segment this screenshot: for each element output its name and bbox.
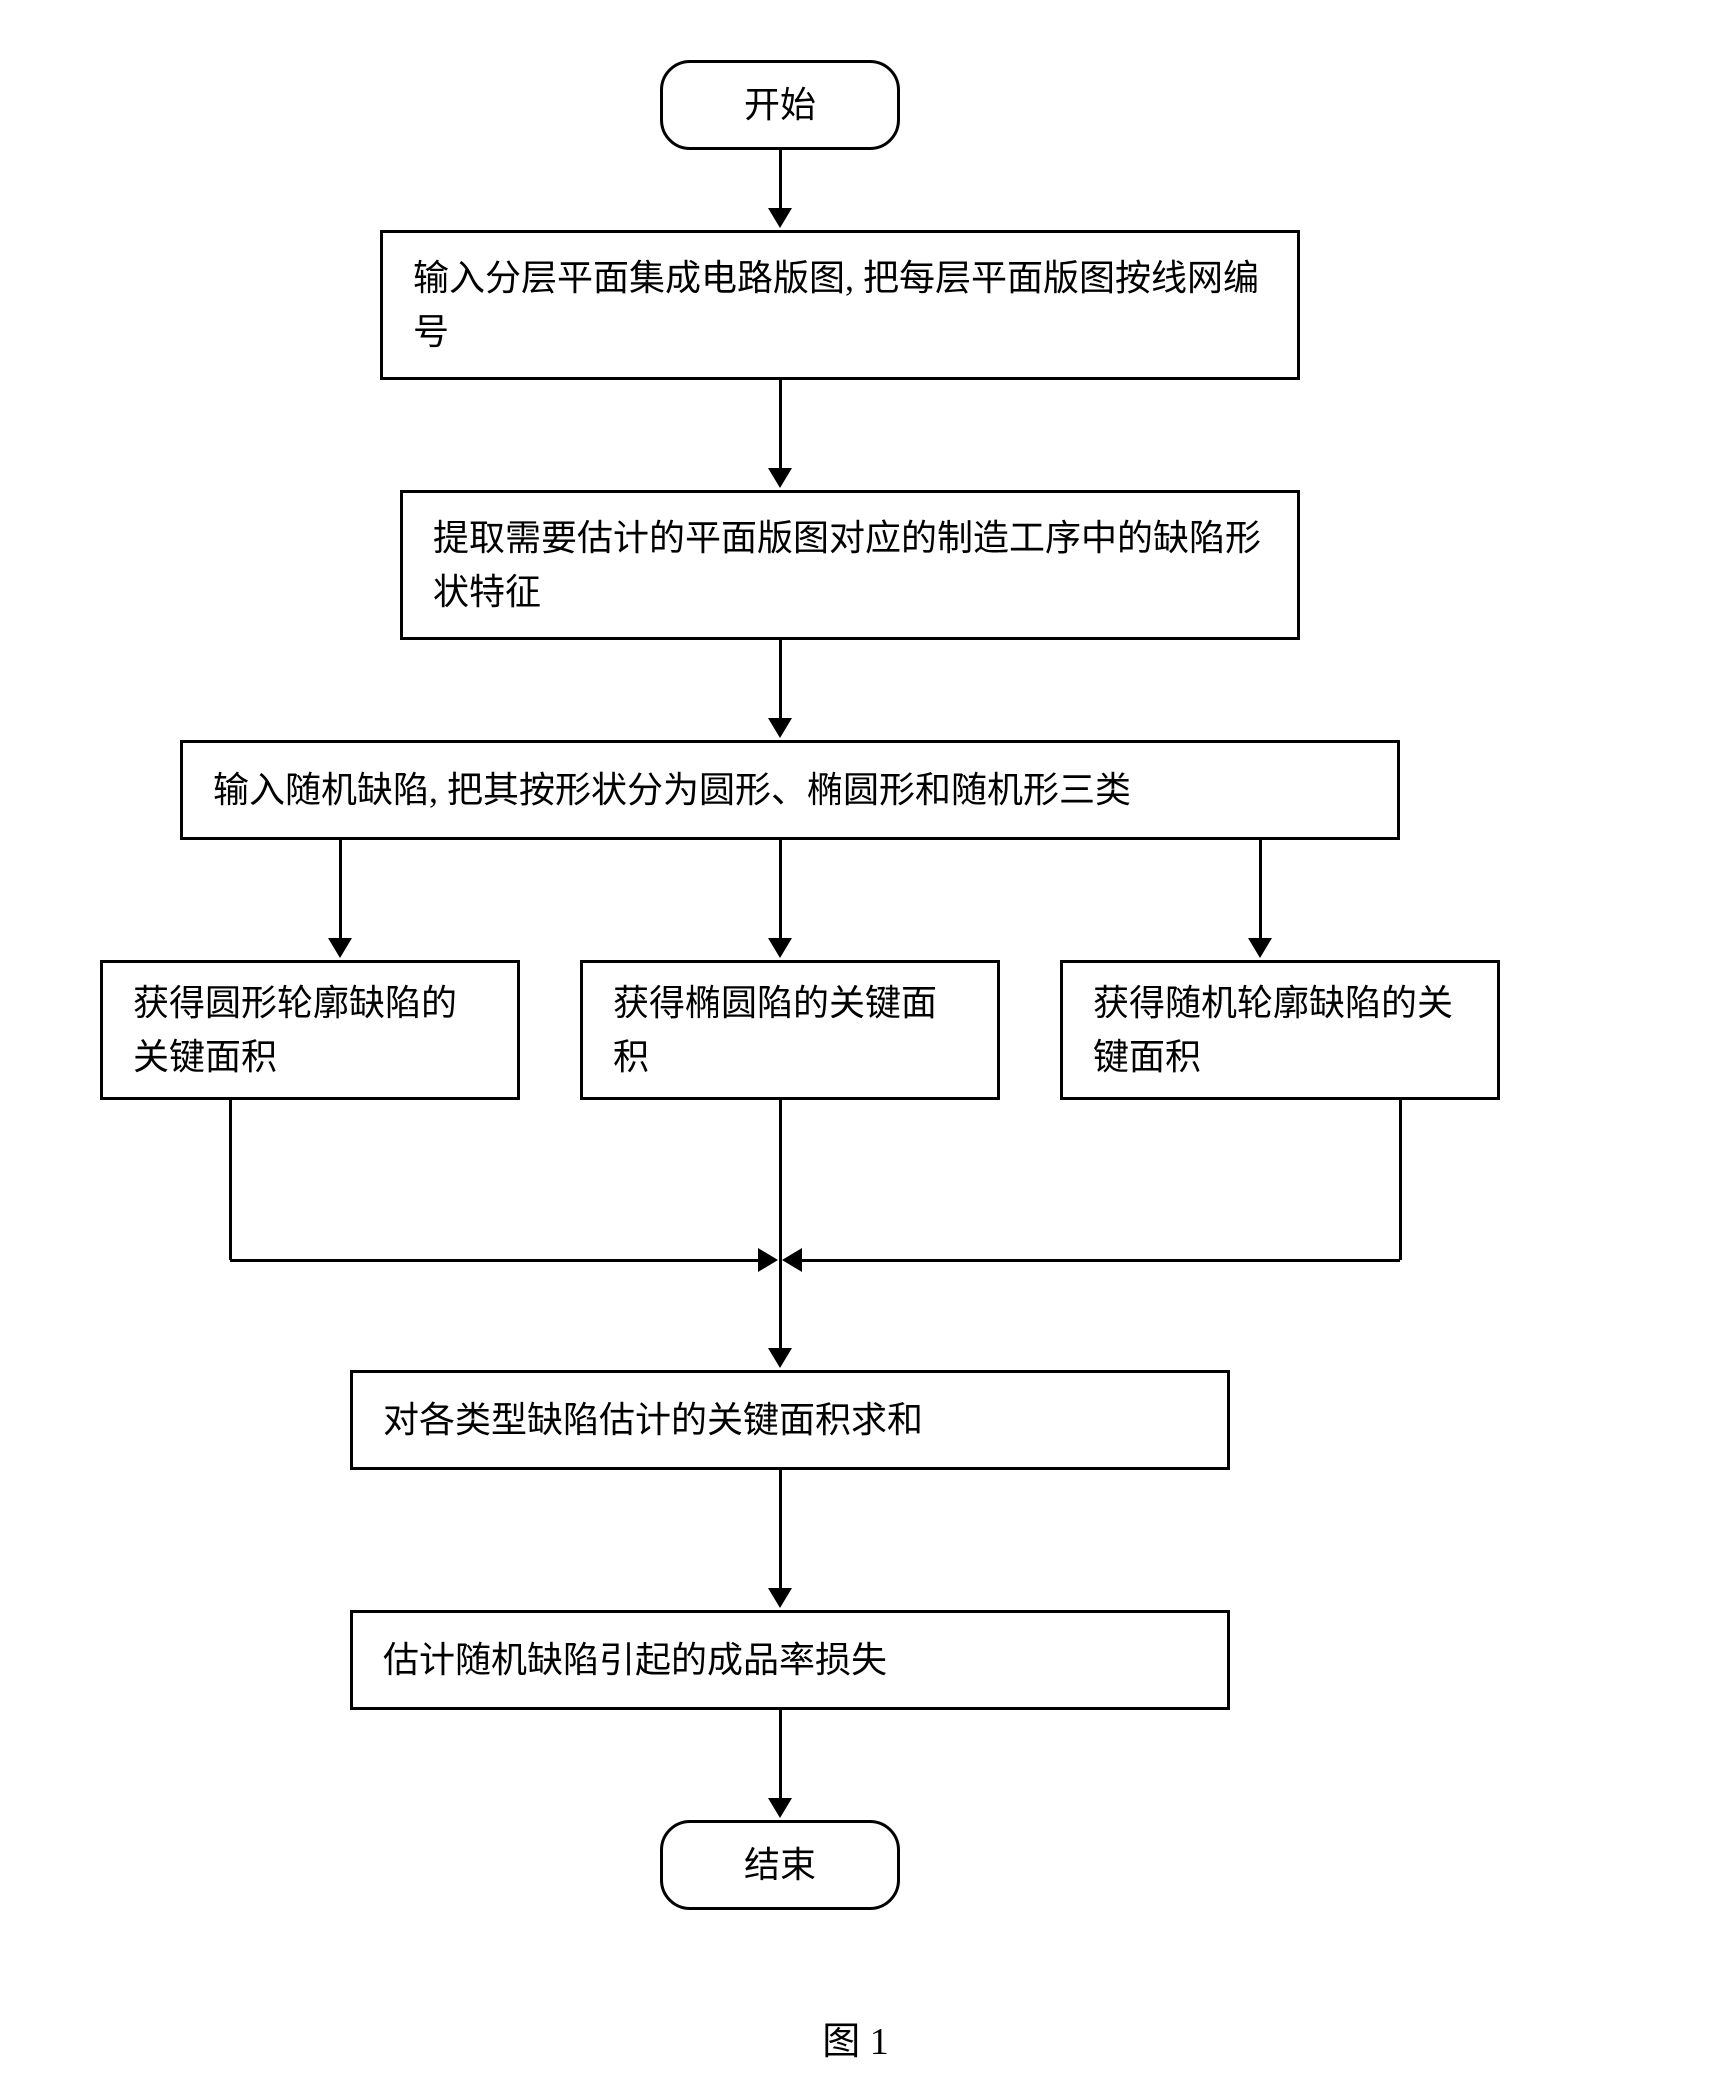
arrow-head-icon (782, 1248, 802, 1272)
connector-line (800, 1259, 1400, 1262)
connector-line (339, 840, 342, 940)
connector-line (779, 1470, 782, 1590)
node-circle-area: 获得圆形轮廓缺陷的关键面积 (100, 960, 520, 1100)
node-input-layout: 输入分层平面集成电路版图, 把每层平面版图按线网编号 (380, 230, 1300, 380)
node-ellipse-area: 获得椭圆陷的关键面积 (580, 960, 1000, 1100)
node-input-defects: 输入随机缺陷, 把其按形状分为圆形、椭圆形和随机形三类 (180, 740, 1400, 840)
flowchart-container: 开始 输入分层平面集成电路版图, 把每层平面版图按线网编号 提取需要估计的平面版… (40, 60, 1671, 2010)
node-input-defects-label: 输入随机缺陷, 把其按形状分为圆形、椭圆形和随机形三类 (213, 763, 1131, 817)
node-circle-area-label: 获得圆形轮廓缺陷的关键面积 (133, 976, 487, 1084)
connector-line (779, 1710, 782, 1800)
node-sum-area-label: 对各类型缺陷估计的关键面积求和 (383, 1393, 923, 1447)
node-extract-features: 提取需要估计的平面版图对应的制造工序中的缺陷形状特征 (400, 490, 1300, 640)
connector-line (779, 840, 782, 940)
node-start: 开始 (660, 60, 900, 150)
node-ellipse-area-label: 获得椭圆陷的关键面积 (613, 976, 967, 1084)
connector-line (1399, 1100, 1402, 1260)
node-extract-features-label: 提取需要估计的平面版图对应的制造工序中的缺陷形状特征 (433, 511, 1267, 619)
arrow-head-icon (768, 718, 792, 738)
connector-line (779, 380, 782, 470)
connector-line (229, 1100, 232, 1260)
figure-label: 图 1 (822, 2010, 889, 2065)
connector-line (779, 150, 782, 210)
node-start-label: 开始 (744, 78, 816, 132)
arrow-head-icon (768, 1588, 792, 1608)
node-random-area-label: 获得随机轮廓缺陷的关键面积 (1093, 976, 1467, 1084)
figure-label-text: 图 1 (822, 2021, 889, 2063)
node-random-area: 获得随机轮廓缺陷的关键面积 (1060, 960, 1500, 1100)
arrow-head-icon (768, 208, 792, 228)
node-input-layout-label: 输入分层平面集成电路版图, 把每层平面版图按线网编号 (413, 251, 1267, 359)
arrow-head-icon (1248, 938, 1272, 958)
arrow-head-icon (768, 1798, 792, 1818)
arrow-head-icon (758, 1248, 778, 1272)
arrow-head-icon (768, 468, 792, 488)
node-sum-area: 对各类型缺陷估计的关键面积求和 (350, 1370, 1230, 1470)
arrow-head-icon (768, 938, 792, 958)
arrow-head-icon (328, 938, 352, 958)
node-end-label: 结束 (744, 1838, 816, 1892)
connector-line (779, 1100, 782, 1350)
node-estimate-loss: 估计随机缺陷引起的成品率损失 (350, 1610, 1230, 1710)
arrow-head-icon (768, 1348, 792, 1368)
connector-line (779, 640, 782, 720)
node-end: 结束 (660, 1820, 900, 1910)
connector-line (1259, 840, 1262, 940)
node-estimate-loss-label: 估计随机缺陷引起的成品率损失 (383, 1633, 887, 1687)
connector-line (230, 1259, 760, 1262)
